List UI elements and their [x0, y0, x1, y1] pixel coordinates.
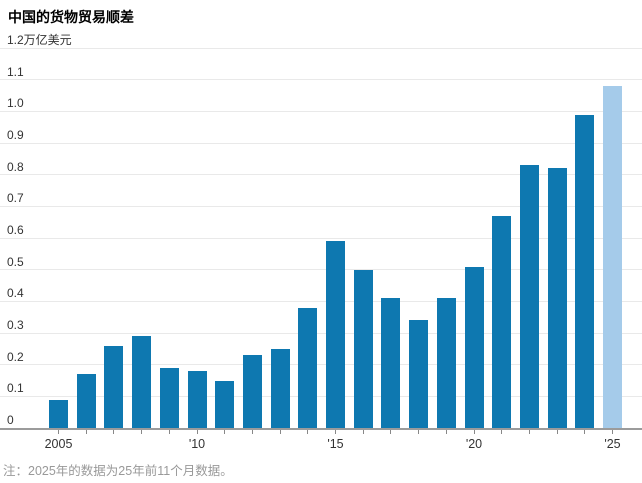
x-axis-tick	[362, 430, 364, 434]
x-axis-tick	[556, 430, 558, 434]
bar-2018	[409, 320, 429, 428]
x-axis-label: '15	[327, 437, 344, 451]
bar-2007	[104, 345, 124, 428]
x-axis-tick	[335, 430, 336, 434]
x-axis-tick	[141, 430, 143, 434]
x-axis-label: '10	[188, 437, 206, 451]
x-axis-tick	[584, 430, 586, 434]
x-axis-label: '20	[465, 437, 483, 451]
y-gridline	[0, 110, 642, 112]
y-gridline	[0, 269, 642, 271]
x-axis-tick	[473, 430, 475, 434]
chart-footnote: 注：2025年的数据为25年前11个月数据。	[3, 464, 233, 478]
x-axis-tick	[279, 430, 281, 434]
x-axis-tick	[501, 430, 503, 434]
y-axis-max-unit-label: 1.2万亿美元	[0, 33, 77, 47]
y-axis-label: 0.9	[0, 128, 29, 142]
y-axis-label: 0.3	[0, 318, 29, 332]
bar-2012	[242, 355, 262, 428]
bar-2010	[187, 371, 207, 428]
bar-2020	[464, 266, 484, 428]
bar-2009	[159, 367, 179, 428]
x-axis-tick	[445, 430, 447, 434]
bar-2008	[132, 336, 152, 428]
x-axis-tick	[58, 430, 59, 434]
y-gridline	[0, 332, 642, 334]
y-gridline	[0, 364, 642, 366]
x-axis-tick	[113, 430, 115, 434]
x-axis-tick	[251, 430, 253, 434]
bar-2025	[603, 86, 622, 428]
y-axis-label: 0.1	[0, 381, 29, 396]
y-axis-label: 1.0	[0, 96, 29, 111]
y-axis-label: 0.4	[0, 286, 29, 301]
bar-2014	[298, 307, 318, 428]
x-axis-tick	[224, 430, 226, 434]
bar-2021	[492, 215, 512, 428]
bar-2023	[547, 168, 567, 428]
y-gridline	[0, 205, 642, 207]
bar-2016	[353, 269, 373, 428]
y-axis-label: 0.8	[0, 159, 29, 174]
y-axis-label: 0.7	[0, 191, 29, 206]
x-axis-tick	[196, 430, 198, 434]
y-axis-label: 0.5	[0, 254, 29, 269]
bar-2011	[215, 380, 235, 428]
x-axis-label: 2005	[44, 437, 73, 451]
x-axis-tick	[85, 430, 87, 434]
bar-2022	[519, 165, 539, 428]
x-axis-tick	[390, 430, 392, 434]
x-axis-tick	[307, 430, 309, 434]
y-axis-label: 1.1	[0, 64, 29, 79]
x-axis-tick	[612, 430, 613, 434]
bar-2005	[49, 399, 68, 428]
y-gridline	[0, 79, 642, 81]
x-axis-label: '25	[604, 437, 621, 451]
y-axis-label: 0	[0, 413, 19, 427]
y-gridline	[0, 47, 642, 49]
bar-2015	[326, 241, 345, 428]
x-axis-tick	[528, 430, 530, 434]
y-gridline	[0, 237, 642, 239]
x-axis-tick	[168, 430, 170, 434]
page-title: 中国的货物贸易顺差	[8, 9, 134, 25]
y-gridline	[0, 300, 642, 302]
x-axis-line	[0, 428, 642, 430]
y-gridline	[0, 142, 642, 144]
bar-2006	[76, 374, 96, 428]
bar-2013	[270, 348, 290, 428]
y-axis-label: 0.6	[0, 223, 29, 237]
bar-2019	[436, 298, 456, 428]
x-axis-tick	[418, 430, 420, 434]
y-axis-label: 0.2	[0, 349, 29, 364]
y-gridline	[0, 174, 642, 176]
bar-2024	[575, 114, 595, 428]
y-gridline	[0, 395, 642, 397]
bar-2017	[381, 298, 401, 428]
